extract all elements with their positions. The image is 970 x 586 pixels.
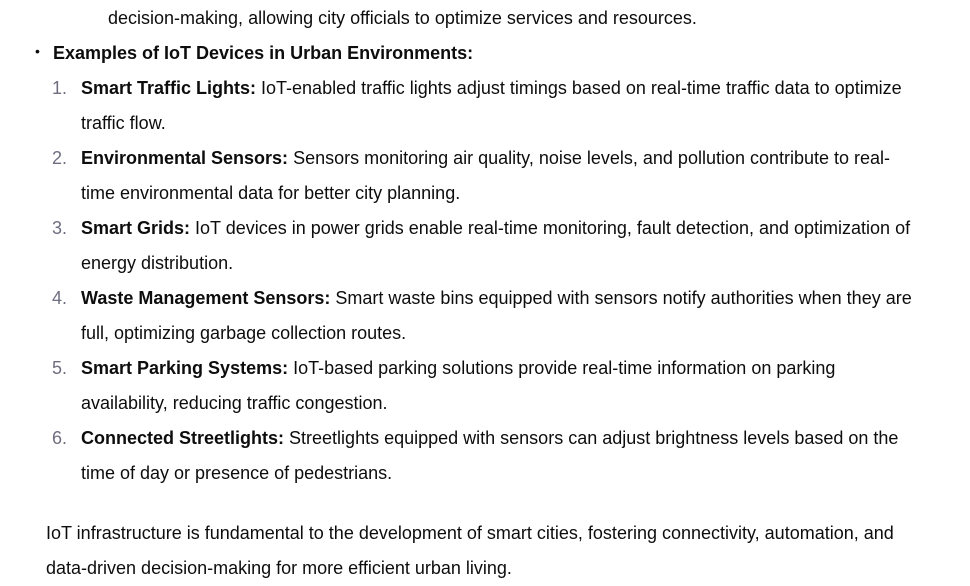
- list-item-body: Smart Grids: IoT devices in power grids …: [81, 211, 921, 281]
- iot-devices-list: 1. Smart Traffic Lights: IoT-enabled tra…: [0, 71, 970, 491]
- item-text: Smart waste bins equipped with sensors n…: [81, 288, 912, 343]
- list-item: 5. Smart Parking Systems: IoT-based park…: [0, 351, 970, 421]
- item-text: IoT devices in power grids enable real-t…: [81, 218, 911, 273]
- item-title: Smart Parking Systems:: [81, 358, 289, 378]
- item-title: Smart Traffic Lights:: [81, 78, 257, 98]
- list-item-body: Smart Traffic Lights: IoT-enabled traffi…: [81, 71, 921, 141]
- item-text: Sensors monitoring air quality, noise le…: [81, 148, 891, 203]
- list-item: 4. Waste Management Sensors: Smart waste…: [0, 281, 970, 351]
- list-item: 6. Connected Streetlights: Streetlights …: [0, 421, 970, 491]
- item-text: Streetlights equipped with sensors can a…: [81, 428, 899, 483]
- section-heading: Examples of IoT Devices in Urban Environ…: [53, 43, 474, 63]
- list-item: 3. Smart Grids: IoT devices in power gri…: [0, 211, 970, 281]
- list-number: 6.: [52, 428, 68, 448]
- list-item-body: Connected Streetlights: Streetlights equ…: [81, 421, 921, 491]
- closing-paragraph: IoT infrastructure is fundamental to the…: [46, 523, 894, 578]
- list-item: 1. Smart Traffic Lights: IoT-enabled tra…: [0, 71, 970, 141]
- item-title: Environmental Sensors:: [81, 148, 289, 168]
- list-number: 1.: [52, 78, 68, 98]
- bullet-marker: •: [35, 43, 40, 59]
- item-title: Connected Streetlights:: [81, 428, 285, 448]
- item-title: Waste Management Sensors:: [81, 288, 331, 308]
- list-item-body: Smart Parking Systems: IoT-based parking…: [81, 351, 921, 421]
- list-item-body: Waste Management Sensors: Smart waste bi…: [81, 281, 921, 351]
- list-item: 2. Environmental Sensors: Sensors monito…: [0, 141, 970, 211]
- list-number: 2.: [52, 148, 68, 168]
- paragraph-continuation: decision-making, allowing city officials…: [108, 8, 697, 28]
- item-title: Smart Grids:: [81, 218, 191, 238]
- item-text: IoT-based parking solutions provide real…: [81, 358, 836, 413]
- item-text: IoT-enabled traffic lights adjust timing…: [81, 78, 902, 133]
- list-number: 4.: [52, 288, 68, 308]
- list-number: 5.: [52, 358, 68, 378]
- list-item-body: Environmental Sensors: Sensors monitorin…: [81, 141, 921, 211]
- list-number: 3.: [52, 218, 68, 238]
